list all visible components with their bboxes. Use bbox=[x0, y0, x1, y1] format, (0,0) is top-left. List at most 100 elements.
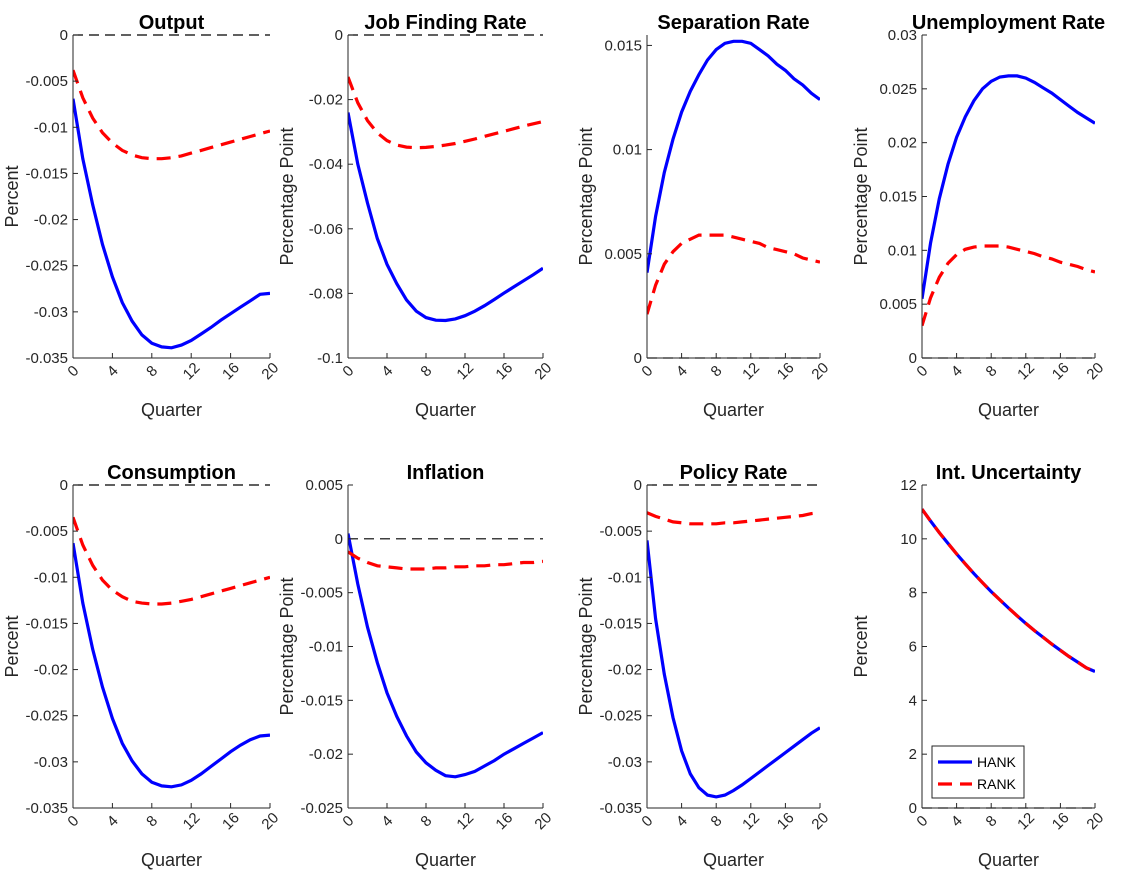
y-tick-label: -0.005 bbox=[300, 585, 343, 602]
y-tick-label: 0.005 bbox=[879, 296, 917, 313]
x-tick-label: 16 bbox=[774, 809, 798, 833]
y-axis-label: Percent bbox=[851, 615, 871, 677]
y-tick-label: -0.02 bbox=[309, 92, 343, 109]
y-tick-label: 0 bbox=[909, 350, 917, 367]
x-axis-label: Quarter bbox=[978, 400, 1039, 420]
x-tick-label: 0 bbox=[913, 812, 931, 830]
x-tick-label: 8 bbox=[143, 812, 161, 830]
x-tick-label: 0 bbox=[339, 812, 357, 830]
x-tick-label: 12 bbox=[1014, 359, 1038, 383]
x-tick-label: 16 bbox=[492, 809, 516, 833]
y-tick-label: -0.01 bbox=[34, 119, 68, 136]
x-tick-label: 4 bbox=[104, 812, 122, 830]
y-tick-label: 0.025 bbox=[879, 81, 917, 98]
y-tick-label: -0.04 bbox=[309, 156, 343, 173]
legend-label-hank: HANK bbox=[977, 754, 1017, 770]
x-tick-label: 0 bbox=[339, 362, 357, 380]
series-line-hank bbox=[647, 39, 820, 273]
x-tick-label: 16 bbox=[774, 359, 798, 383]
x-tick-label: 20 bbox=[808, 359, 832, 383]
y-tick-label: 0 bbox=[634, 477, 642, 494]
y-tick-label: 0.03 bbox=[888, 27, 917, 44]
legend-label-rank: RANK bbox=[977, 776, 1017, 792]
y-tick-label: -0.02 bbox=[34, 662, 68, 679]
y-tick-label: -0.02 bbox=[34, 212, 68, 229]
y-tick-label: -0.01 bbox=[34, 569, 68, 586]
series-line-hank bbox=[348, 112, 543, 323]
y-tick-label: -0.005 bbox=[25, 73, 68, 90]
series-line-rank bbox=[73, 69, 270, 161]
x-tick-label: 12 bbox=[1014, 809, 1038, 833]
x-tick-label: 12 bbox=[180, 809, 204, 833]
y-tick-label: -0.015 bbox=[599, 615, 642, 632]
x-tick-label: 8 bbox=[708, 362, 726, 380]
x-tick-label: 8 bbox=[708, 812, 726, 830]
panel-output: Output -0.035 -0.03 -0.025 -0.02 -0.015 -0.01 -… bbox=[2, 12, 282, 420]
x-tick-label: 12 bbox=[453, 359, 477, 383]
y-tick-label: -0.025 bbox=[25, 258, 68, 275]
y-tick-label: 0.02 bbox=[888, 135, 917, 152]
panel-title: Unemployment Rate bbox=[912, 12, 1105, 34]
panel-inflation: Inflation -0.025 -0.02 -0.015 -0.01 -0.005 0 0.… bbox=[277, 462, 555, 870]
x-tick-label: 0 bbox=[913, 362, 931, 380]
x-tick-label: 8 bbox=[143, 362, 161, 380]
series-line-rank bbox=[348, 76, 543, 150]
series-line-rank bbox=[348, 550, 543, 571]
y-tick-label: 8 bbox=[909, 585, 917, 602]
y-tick-label: -0.02 bbox=[608, 662, 642, 679]
x-tick-label: 4 bbox=[673, 812, 691, 830]
x-tick-label: 4 bbox=[378, 812, 396, 830]
x-tick-label: 12 bbox=[453, 809, 477, 833]
series-line-rank bbox=[73, 516, 270, 606]
y-tick-label: -0.035 bbox=[25, 350, 68, 367]
x-tick-label: 16 bbox=[219, 359, 243, 383]
x-tick-label: 20 bbox=[531, 359, 555, 383]
legend: HANK RANK bbox=[931, 745, 1025, 799]
y-tick-label: -0.06 bbox=[309, 221, 343, 238]
x-tick-label: 0 bbox=[638, 362, 656, 380]
y-tick-label: -0.005 bbox=[599, 523, 642, 540]
x-axis-label: Quarter bbox=[978, 850, 1039, 870]
x-tick-label: 4 bbox=[104, 362, 122, 380]
y-tick-label: -0.02 bbox=[309, 746, 343, 763]
y-tick-label: -0.005 bbox=[25, 523, 68, 540]
y-tick-label: 12 bbox=[900, 477, 917, 494]
y-tick-label: 0.005 bbox=[604, 246, 642, 263]
y-tick-label: 0 bbox=[335, 27, 343, 44]
y-axis-label: Percentage Point bbox=[851, 127, 871, 265]
x-tick-label: 16 bbox=[219, 809, 243, 833]
y-tick-label: -0.025 bbox=[300, 800, 343, 817]
x-tick-label: 20 bbox=[1083, 809, 1107, 833]
panel-policy-rate: Policy Rate -0.035 -0.03 -0.025 -0.02 -0.015 -… bbox=[576, 462, 832, 870]
y-tick-label: 0 bbox=[634, 350, 642, 367]
x-tick-label: 20 bbox=[1083, 359, 1107, 383]
y-tick-label: 0.015 bbox=[604, 37, 642, 54]
panel-consumption: Consumption -0.035 -0.03 -0.025 -0.02 -0.015 -… bbox=[2, 462, 282, 870]
x-tick-label: 8 bbox=[417, 812, 435, 830]
y-tick-label: -0.08 bbox=[309, 285, 343, 302]
x-tick-label: 8 bbox=[983, 812, 1001, 830]
x-tick-label: 0 bbox=[64, 812, 82, 830]
y-tick-label: -0.01 bbox=[608, 569, 642, 586]
series-line-rank bbox=[647, 233, 820, 315]
y-tick-label: -0.015 bbox=[300, 692, 343, 709]
x-tick-label: 0 bbox=[638, 812, 656, 830]
x-tick-label: 8 bbox=[417, 362, 435, 380]
y-tick-label: 0.015 bbox=[879, 189, 917, 206]
panel-job-finding-rate: Job Finding Rate -0.1 -0.08 -0.06 -0.04 -0.02… bbox=[277, 12, 555, 420]
panel-title: Inflation bbox=[407, 462, 485, 484]
panel-title: Consumption bbox=[107, 462, 236, 484]
x-tick-label: 12 bbox=[180, 359, 204, 383]
y-tick-label: 0.01 bbox=[613, 142, 642, 159]
y-tick-label: 6 bbox=[909, 639, 917, 656]
y-tick-label: -0.1 bbox=[317, 350, 343, 367]
y-tick-label: -0.03 bbox=[34, 754, 68, 771]
y-tick-label: -0.025 bbox=[599, 708, 642, 725]
panel-title: Separation Rate bbox=[657, 12, 809, 34]
y-tick-label: 4 bbox=[909, 692, 917, 709]
panel-unemployment-rate: Unemployment Rate 0 0.005 0.01 0.015 0.02 0.02… bbox=[851, 12, 1107, 420]
x-tick-label: 8 bbox=[983, 362, 1001, 380]
y-tick-label: 0.005 bbox=[305, 477, 343, 494]
series-line-rank bbox=[647, 511, 820, 526]
series-line-hank bbox=[73, 98, 270, 350]
